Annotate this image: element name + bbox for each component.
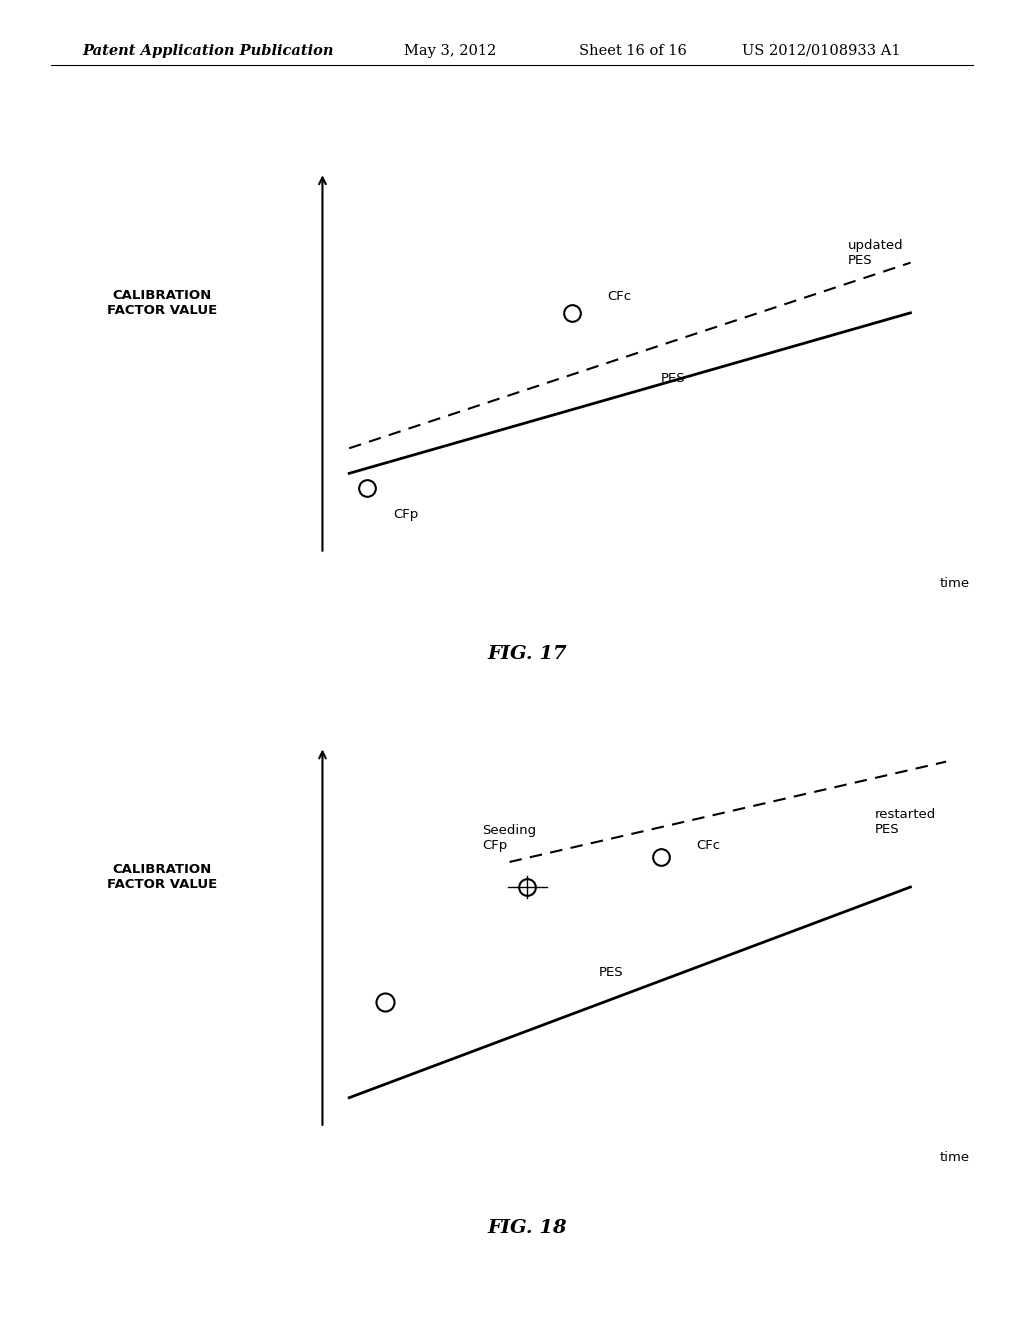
Text: CFp: CFp <box>393 508 419 521</box>
Text: restarted
PES: restarted PES <box>874 808 936 836</box>
Text: CALIBRATION
FACTOR VALUE: CALIBRATION FACTOR VALUE <box>106 289 217 317</box>
Text: CALIBRATION
FACTOR VALUE: CALIBRATION FACTOR VALUE <box>106 863 217 891</box>
Text: updated
PES: updated PES <box>848 239 904 267</box>
Text: Sheet 16 of 16: Sheet 16 of 16 <box>579 44 686 58</box>
Text: time: time <box>940 1151 970 1164</box>
Text: PES: PES <box>662 371 686 384</box>
Text: May 3, 2012: May 3, 2012 <box>404 44 497 58</box>
Text: Seeding
CFp: Seeding CFp <box>482 824 537 851</box>
Text: FIG. 17: FIG. 17 <box>487 645 567 663</box>
Text: Patent Application Publication: Patent Application Publication <box>82 44 334 58</box>
Text: PES: PES <box>599 966 624 979</box>
Text: CFc: CFc <box>607 290 632 302</box>
Text: time: time <box>940 577 970 590</box>
Text: FIG. 18: FIG. 18 <box>487 1220 567 1237</box>
Text: CFc: CFc <box>696 840 721 851</box>
Text: US 2012/0108933 A1: US 2012/0108933 A1 <box>742 44 901 58</box>
